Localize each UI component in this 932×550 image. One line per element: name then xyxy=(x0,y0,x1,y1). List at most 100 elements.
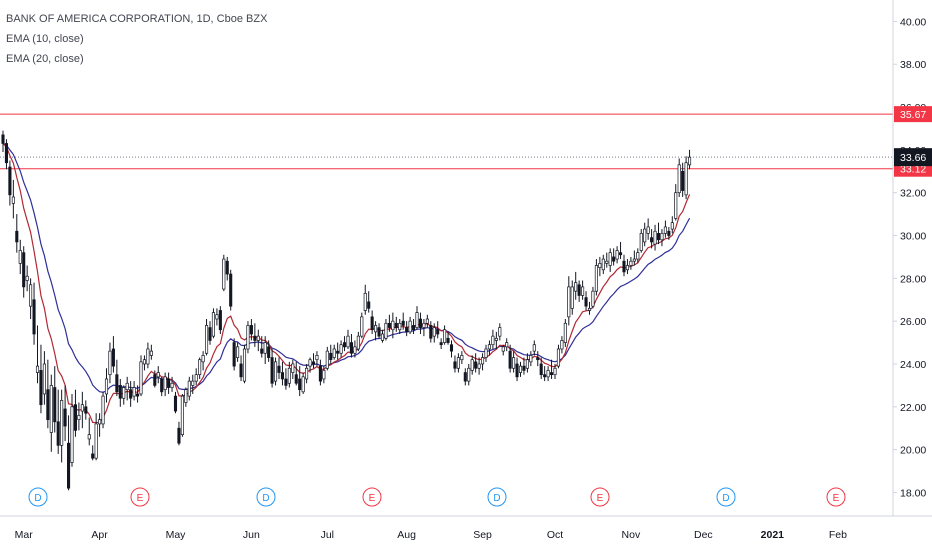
candle[interactable] xyxy=(491,329,495,349)
candle[interactable] xyxy=(315,351,319,367)
candle[interactable] xyxy=(336,342,340,360)
candle[interactable] xyxy=(332,344,336,360)
candle[interactable] xyxy=(656,222,661,245)
candle[interactable] xyxy=(525,353,529,373)
candle[interactable] xyxy=(22,246,26,298)
candle[interactable] xyxy=(125,376,129,401)
candle[interactable] xyxy=(567,276,571,326)
dividend-marker[interactable]: D xyxy=(28,487,48,507)
candle[interactable] xyxy=(225,256,229,281)
legend-ema10[interactable]: EMA (10, close) xyxy=(6,33,84,45)
candle[interactable] xyxy=(8,160,12,206)
candle[interactable] xyxy=(505,338,509,352)
candle[interactable] xyxy=(622,254,626,277)
candle[interactable] xyxy=(605,252,609,268)
candle[interactable] xyxy=(474,353,478,373)
candle[interactable] xyxy=(387,314,391,332)
candle[interactable] xyxy=(256,329,260,352)
candle[interactable] xyxy=(684,156,688,200)
earnings-marker[interactable]: E xyxy=(826,487,846,507)
candle[interactable] xyxy=(267,340,271,362)
candle[interactable] xyxy=(443,325,447,345)
candle[interactable] xyxy=(618,241,623,260)
candle[interactable] xyxy=(456,353,460,373)
candle[interactable] xyxy=(677,158,681,197)
candle[interactable] xyxy=(391,312,395,339)
candle[interactable] xyxy=(35,325,40,384)
symbol-title[interactable]: BANK OF AMERICA CORPORATION, 1D, Cboe BZ… xyxy=(6,13,268,25)
candle[interactable] xyxy=(515,357,519,382)
dividend-marker[interactable]: D xyxy=(256,487,276,507)
candle[interactable] xyxy=(311,353,316,369)
candle[interactable] xyxy=(149,344,153,360)
candle[interactable] xyxy=(498,323,502,341)
candle[interactable] xyxy=(60,389,64,463)
candle[interactable] xyxy=(187,376,191,401)
candle[interactable] xyxy=(29,278,33,320)
candle[interactable] xyxy=(180,393,184,437)
candle[interactable] xyxy=(353,340,357,358)
candle[interactable] xyxy=(232,338,236,371)
candle[interactable] xyxy=(463,368,467,386)
candle[interactable] xyxy=(446,331,450,345)
candle[interactable] xyxy=(556,344,561,369)
candle[interactable] xyxy=(439,338,443,349)
candle[interactable] xyxy=(201,351,205,371)
candle[interactable] xyxy=(653,224,657,251)
candle[interactable] xyxy=(108,342,112,384)
candle[interactable] xyxy=(229,269,233,311)
candle[interactable] xyxy=(253,323,257,347)
candle[interactable] xyxy=(587,301,592,315)
candle[interactable] xyxy=(118,378,122,407)
candle[interactable] xyxy=(470,355,474,375)
candle[interactable] xyxy=(477,357,481,375)
candle[interactable] xyxy=(408,316,412,335)
price-axis[interactable]: 18.00 20.00 22.00 24.00 26.00 28.00 30.00 32.00… xyxy=(892,0,932,516)
candle[interactable] xyxy=(208,321,212,345)
candle[interactable] xyxy=(56,389,60,454)
candle[interactable] xyxy=(536,351,540,367)
candle[interactable] xyxy=(543,366,547,382)
candle[interactable] xyxy=(98,413,102,437)
candle[interactable] xyxy=(425,314,429,328)
candle[interactable] xyxy=(156,366,160,384)
candle[interactable] xyxy=(612,248,616,266)
candle[interactable] xyxy=(436,321,440,339)
candle[interactable] xyxy=(539,357,543,379)
candle[interactable] xyxy=(42,351,46,405)
candle[interactable] xyxy=(646,218,650,240)
candle[interactable] xyxy=(398,319,402,335)
candle[interactable] xyxy=(329,344,333,364)
candle[interactable] xyxy=(394,316,398,332)
legend-ema20[interactable]: EMA (20, close) xyxy=(6,53,84,65)
candle[interactable] xyxy=(318,359,322,386)
candle[interactable] xyxy=(374,321,378,341)
candle[interactable] xyxy=(384,319,388,341)
candle[interactable] xyxy=(184,387,188,407)
candle[interactable] xyxy=(122,385,126,405)
candle[interactable] xyxy=(160,376,164,397)
candle[interactable] xyxy=(211,308,216,339)
candle[interactable] xyxy=(270,348,274,388)
candle[interactable] xyxy=(280,361,285,386)
time-axis[interactable]: Mar Apr May Jun Jul Aug Sep Oct Nov Dec 2021 Feb xyxy=(0,515,932,541)
candle[interactable] xyxy=(615,246,619,264)
candle[interactable] xyxy=(632,250,636,266)
candle[interactable] xyxy=(308,357,312,373)
candle[interactable] xyxy=(681,162,685,197)
candle[interactable] xyxy=(87,417,91,446)
candle[interactable] xyxy=(650,229,654,249)
candle[interactable] xyxy=(1,130,5,153)
candle[interactable] xyxy=(4,139,9,170)
candle[interactable] xyxy=(66,415,71,491)
candle[interactable] xyxy=(32,282,36,345)
candle[interactable] xyxy=(104,368,109,403)
candle[interactable] xyxy=(343,336,347,352)
candle[interactable] xyxy=(422,319,426,337)
candle[interactable] xyxy=(432,323,436,343)
candle[interactable] xyxy=(49,374,53,452)
candle[interactable] xyxy=(549,359,554,379)
candle[interactable] xyxy=(377,323,381,339)
candle[interactable] xyxy=(325,346,329,371)
